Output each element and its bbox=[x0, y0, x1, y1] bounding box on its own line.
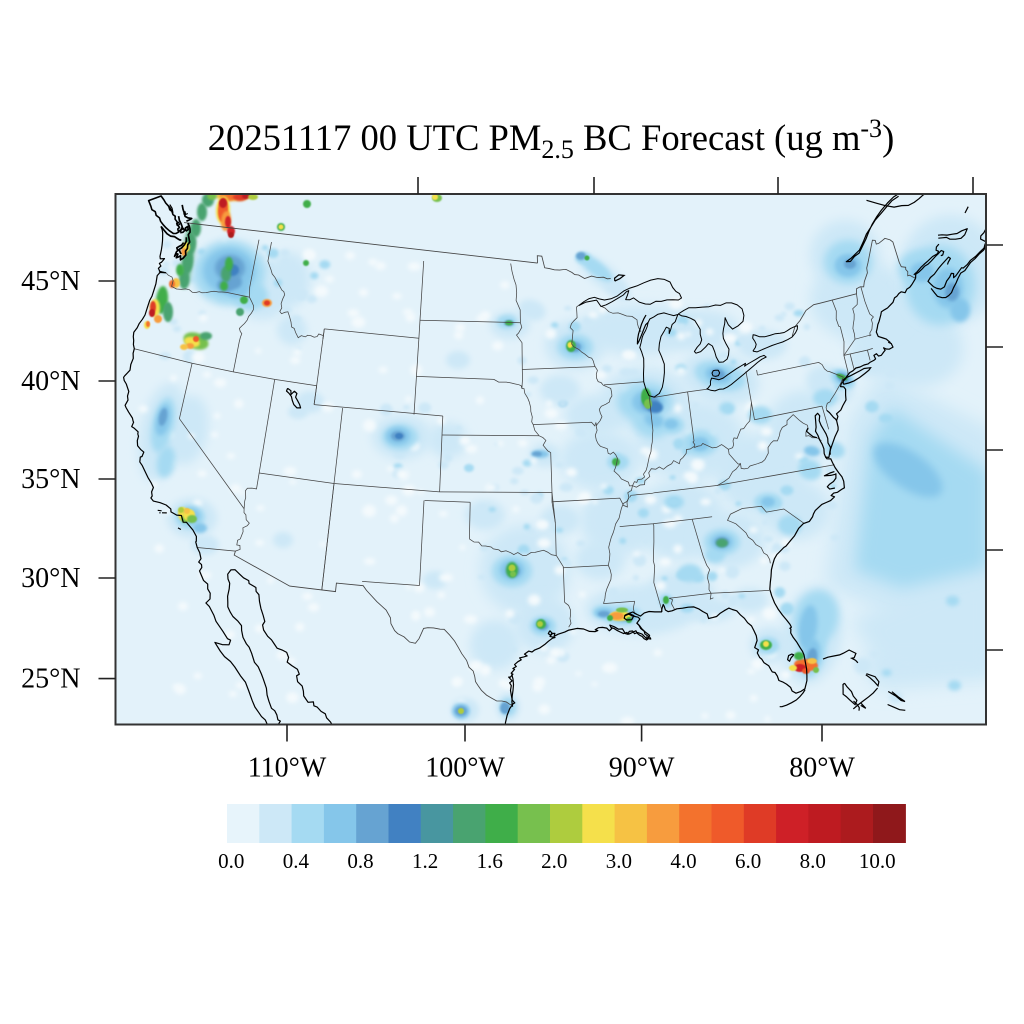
svg-text:80°W: 80°W bbox=[789, 753, 855, 784]
svg-text:40°N: 40°N bbox=[21, 366, 80, 397]
svg-text:100°W: 100°W bbox=[425, 753, 505, 784]
svg-text:110°W: 110°W bbox=[248, 753, 327, 784]
svg-text:35°N: 35°N bbox=[21, 464, 80, 495]
svg-text:6.0: 6.0 bbox=[735, 849, 761, 873]
svg-text:25°N: 25°N bbox=[21, 664, 80, 695]
svg-text:2.0: 2.0 bbox=[541, 849, 567, 873]
svg-text:0.4: 0.4 bbox=[283, 849, 310, 873]
svg-text:10.0: 10.0 bbox=[859, 849, 896, 873]
svg-text:45°N: 45°N bbox=[21, 266, 80, 297]
svg-text:4.0: 4.0 bbox=[670, 849, 696, 873]
svg-text:1.2: 1.2 bbox=[412, 849, 438, 873]
svg-text:0.0: 0.0 bbox=[218, 849, 244, 873]
svg-text:90°W: 90°W bbox=[609, 753, 675, 784]
svg-text:0.8: 0.8 bbox=[347, 849, 373, 873]
svg-text:3.0: 3.0 bbox=[606, 849, 632, 873]
svg-text:1.6: 1.6 bbox=[477, 849, 503, 873]
svg-text:8.0: 8.0 bbox=[800, 849, 826, 873]
svg-text:30°N: 30°N bbox=[21, 563, 80, 594]
